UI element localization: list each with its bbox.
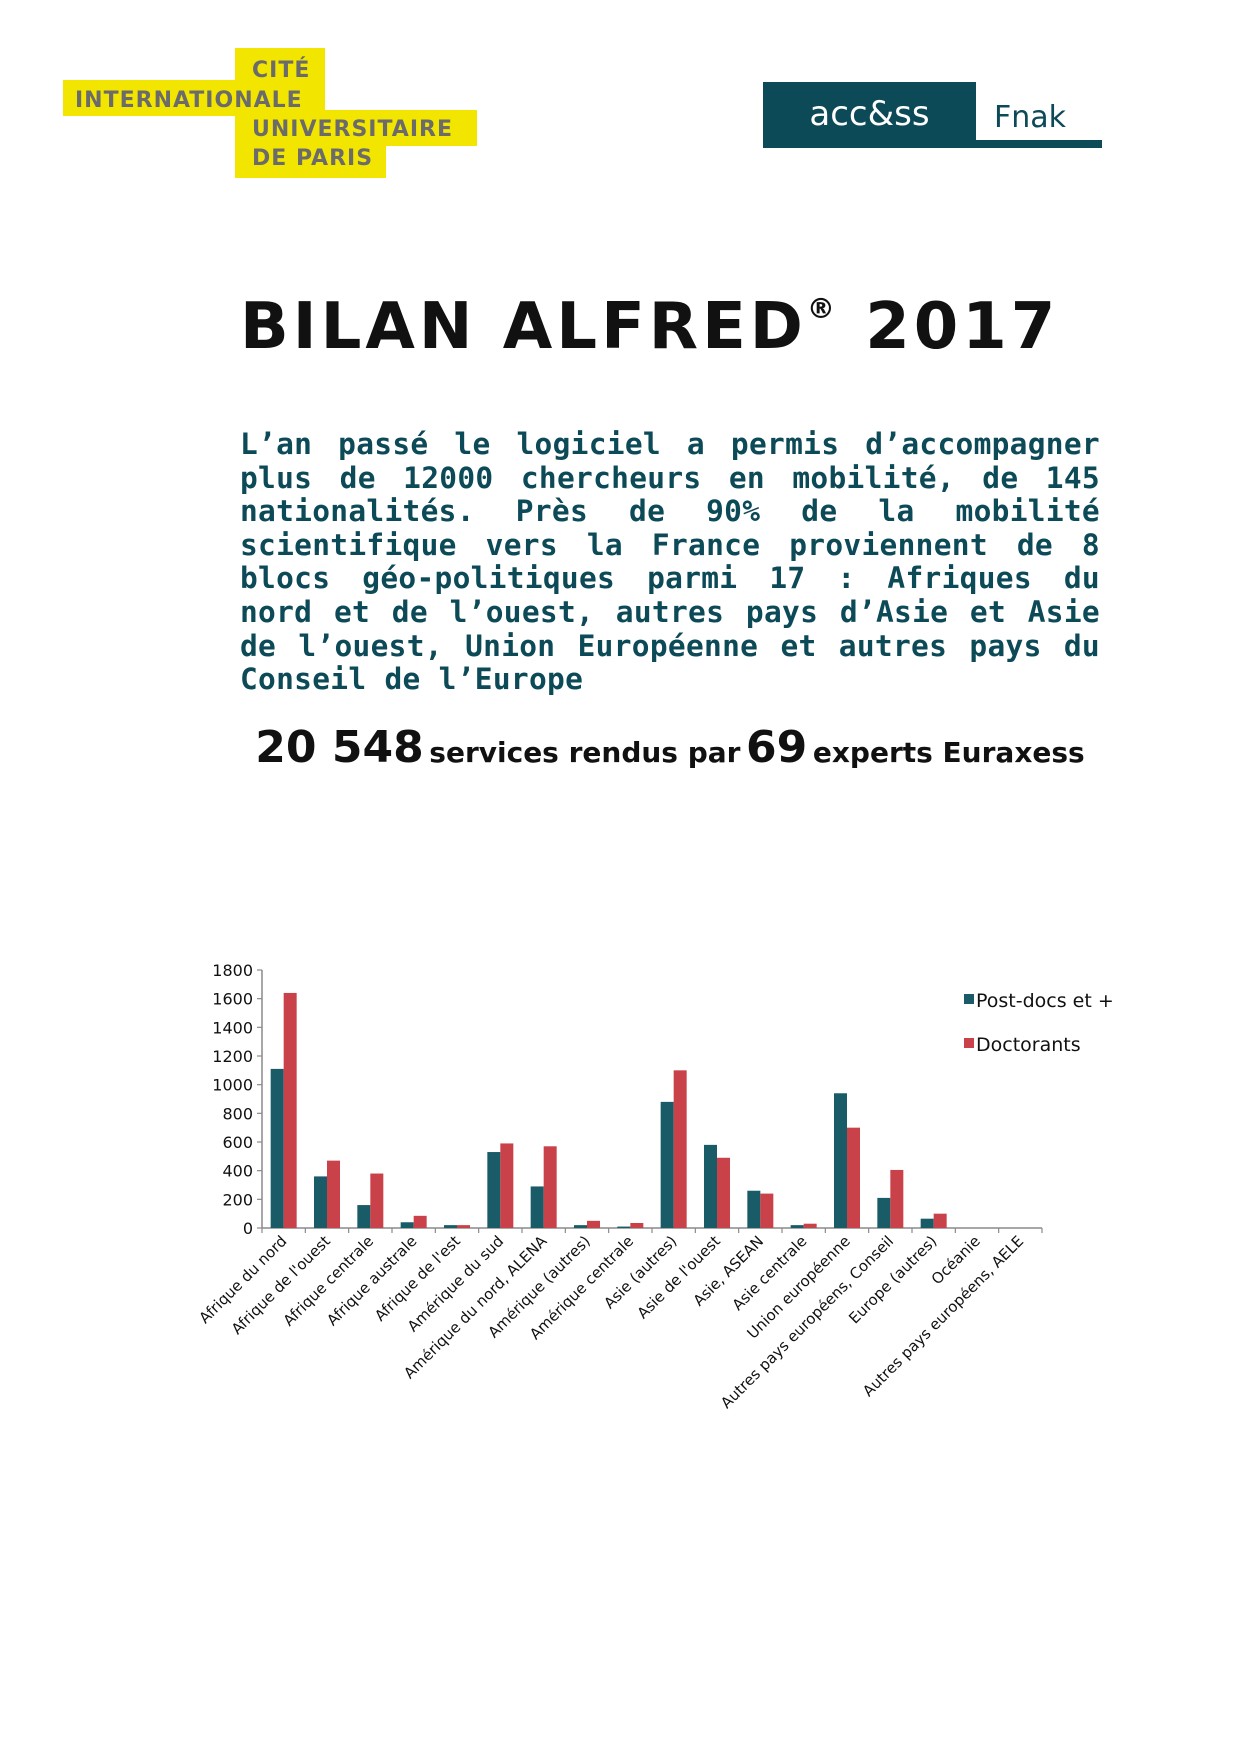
- access-logo-underline: [976, 140, 1102, 148]
- bar-doctorants: [283, 992, 297, 1228]
- access-logo-right: Fnak: [976, 82, 1102, 148]
- bar-postdocs: [270, 1068, 284, 1228]
- bar-chart: 020040060080010001200140016001800Afrique…: [196, 961, 1043, 1412]
- access-logo: acc&ss Fnak: [763, 82, 1102, 148]
- bar-postdocs: [834, 1093, 847, 1228]
- experts-text: experts Euraxess: [812, 736, 1085, 769]
- legend-label-postdocs: Post-docs et +: [976, 990, 1114, 1012]
- y-tick-label: 400: [222, 1162, 253, 1181]
- y-tick-label: 1200: [212, 1047, 253, 1066]
- bar-postdocs: [660, 1101, 674, 1228]
- legend-swatch-doctorants: [964, 1038, 974, 1048]
- intro-paragraph: L’an passé le logiciel a permis d’accomp…: [240, 427, 1100, 697]
- bar-doctorants: [803, 1223, 817, 1228]
- bar-doctorants: [543, 1146, 557, 1228]
- bar-doctorants: [587, 1220, 600, 1228]
- bar-doctorants: [457, 1225, 470, 1228]
- bar-postdocs: [444, 1225, 457, 1228]
- y-tick-label: 1400: [212, 1018, 253, 1037]
- bar-doctorants: [500, 1143, 514, 1228]
- y-tick-label: 600: [222, 1133, 253, 1152]
- bar-postdocs: [357, 1205, 371, 1228]
- bar-doctorants: [327, 1160, 340, 1228]
- bar-postdocs: [487, 1152, 501, 1228]
- bar-postdocs: [747, 1190, 761, 1228]
- access-logo-main: acc&ss: [763, 82, 976, 148]
- bar-postdocs: [530, 1186, 544, 1228]
- ciup-logo: CITÉ INTERNATIONALE UNIVERSITAIRE DE PAR…: [0, 0, 500, 190]
- ciup-logo-line2: INTERNATIONALE: [75, 88, 303, 113]
- bar-doctorants: [413, 1215, 427, 1228]
- ciup-logo-line1: CITÉ: [252, 58, 311, 83]
- bar-doctorants: [370, 1173, 384, 1228]
- ciup-logo-line3: UNIVERSITAIRE: [252, 117, 453, 142]
- bar-postdocs: [314, 1176, 327, 1228]
- y-tick-label: 800: [222, 1104, 253, 1123]
- bar-postdocs: [400, 1222, 414, 1228]
- bar-postdocs: [574, 1225, 587, 1228]
- bar-doctorants: [673, 1070, 687, 1228]
- page-title: BILAN ALFRED® 2017: [240, 290, 1100, 364]
- bar-postdocs: [790, 1225, 804, 1228]
- services-text: services rendus par: [429, 736, 741, 769]
- access-logo-sub: Fnak: [994, 100, 1067, 135]
- bar-doctorants: [760, 1193, 774, 1228]
- bar-postdocs: [920, 1218, 934, 1228]
- bar-doctorants: [717, 1157, 730, 1228]
- y-tick-label: 200: [222, 1190, 253, 1209]
- title-text: BILAN ALFRED: [240, 290, 807, 364]
- y-tick-label: 1600: [212, 990, 253, 1009]
- bar-postdocs: [704, 1144, 717, 1228]
- y-tick-label: 1800: [212, 961, 253, 980]
- legend-label-doctorants: Doctorants: [976, 1034, 1081, 1056]
- registered-mark: ®: [806, 291, 839, 325]
- experts-count: 69: [746, 722, 808, 773]
- y-tick-label: 1000: [212, 1076, 253, 1095]
- title-year: 2017: [865, 290, 1060, 364]
- y-tick-label: 0: [243, 1219, 253, 1238]
- bar-doctorants: [890, 1169, 904, 1228]
- stats-line: 20 548 services rendus par 69 experts Eu…: [240, 722, 1100, 773]
- legend-swatch-postdocs: [964, 994, 974, 1004]
- bar-doctorants: [630, 1222, 644, 1228]
- bar-postdocs: [877, 1197, 891, 1228]
- ciup-logo-line4: DE PARIS: [252, 146, 374, 171]
- bar-doctorants: [933, 1213, 947, 1228]
- bar-doctorants: [847, 1127, 860, 1228]
- services-count: 20 548: [255, 722, 424, 773]
- bar-postdocs: [617, 1226, 631, 1228]
